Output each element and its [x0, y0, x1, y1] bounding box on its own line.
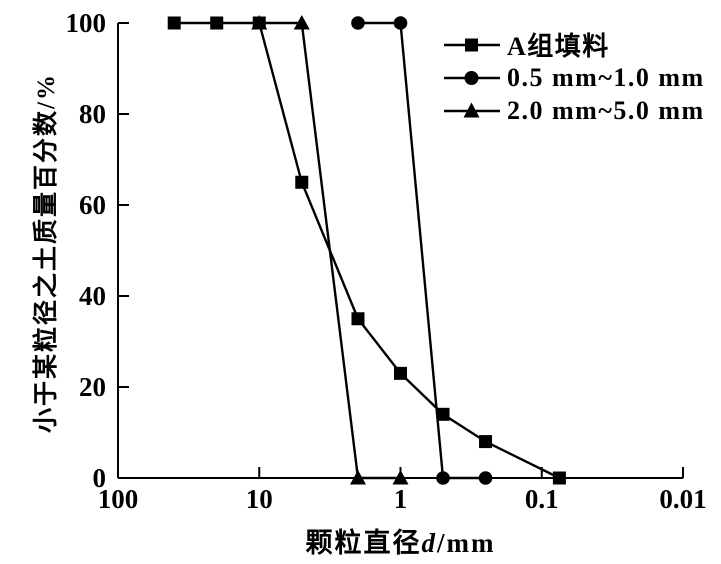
y-tick-label: 20: [79, 372, 106, 402]
x-axis-title-text: 颗粒直径: [305, 528, 422, 558]
y-tick-label: 40: [79, 281, 106, 311]
x-axis-title-unit: /mm: [437, 528, 496, 558]
data-marker-circle: [478, 471, 493, 485]
legend-item-0p5-1p0mm: 0.5 mm~1.0 mm: [443, 61, 705, 94]
data-marker-square: [552, 471, 566, 485]
legend: A组填料 0.5 mm~1.0 mm 2.0 mm~5.0 mm: [443, 28, 705, 127]
x-tick-label: 0.01: [659, 484, 706, 514]
data-marker-square: [436, 407, 450, 421]
legend-label-2p0-5p0mm: 2.0 mm~5.0 mm: [507, 95, 705, 125]
y-tick-label: 80: [79, 99, 106, 129]
legend-circle-marker-icon: [444, 70, 500, 85]
y-tick-label: 60: [79, 190, 106, 220]
x-tick-label: 100: [98, 484, 139, 514]
data-marker-triangle: [293, 15, 310, 30]
series-line-circle: [357, 21, 486, 480]
data-marker-square: [479, 435, 493, 449]
legend-item-group-a: A组填料: [443, 28, 705, 61]
y-axis-title: 小于某粒径之土质量百分数/%: [33, 73, 60, 433]
legend-triangle-marker-icon: [444, 102, 500, 117]
legend-square-marker-icon: [444, 38, 500, 51]
data-marker-square: [394, 366, 407, 380]
legend-label-group-a: A组填料: [507, 32, 610, 61]
data-marker-triangle: [251, 15, 268, 30]
data-marker-circle: [351, 16, 365, 30]
y-tick-label: 100: [66, 8, 107, 38]
data-marker-triangle: [349, 470, 366, 485]
data-marker-square: [167, 16, 181, 30]
x-axis-title-symbol: d: [421, 528, 437, 558]
x-tick-label: 1: [394, 484, 408, 514]
data-marker-circle: [436, 471, 450, 485]
x-axis-title: 颗粒直径d/mm: [118, 521, 683, 560]
data-marker-square: [210, 16, 224, 30]
legend-item-2p0-5p0mm: 2.0 mm~5.0 mm: [443, 94, 705, 127]
y-tick-label: 0: [93, 463, 107, 493]
data-marker-square: [351, 312, 365, 326]
data-marker-square: [295, 175, 309, 189]
data-marker-triangle: [392, 470, 409, 485]
series-line-triangle: [259, 21, 401, 480]
x-tick-label: 10: [246, 484, 273, 514]
legend-label-0p5-1p0mm: 0.5 mm~1.0 mm: [507, 62, 705, 92]
x-tick-label: 0.1: [525, 484, 559, 514]
data-marker-circle: [393, 16, 408, 30]
